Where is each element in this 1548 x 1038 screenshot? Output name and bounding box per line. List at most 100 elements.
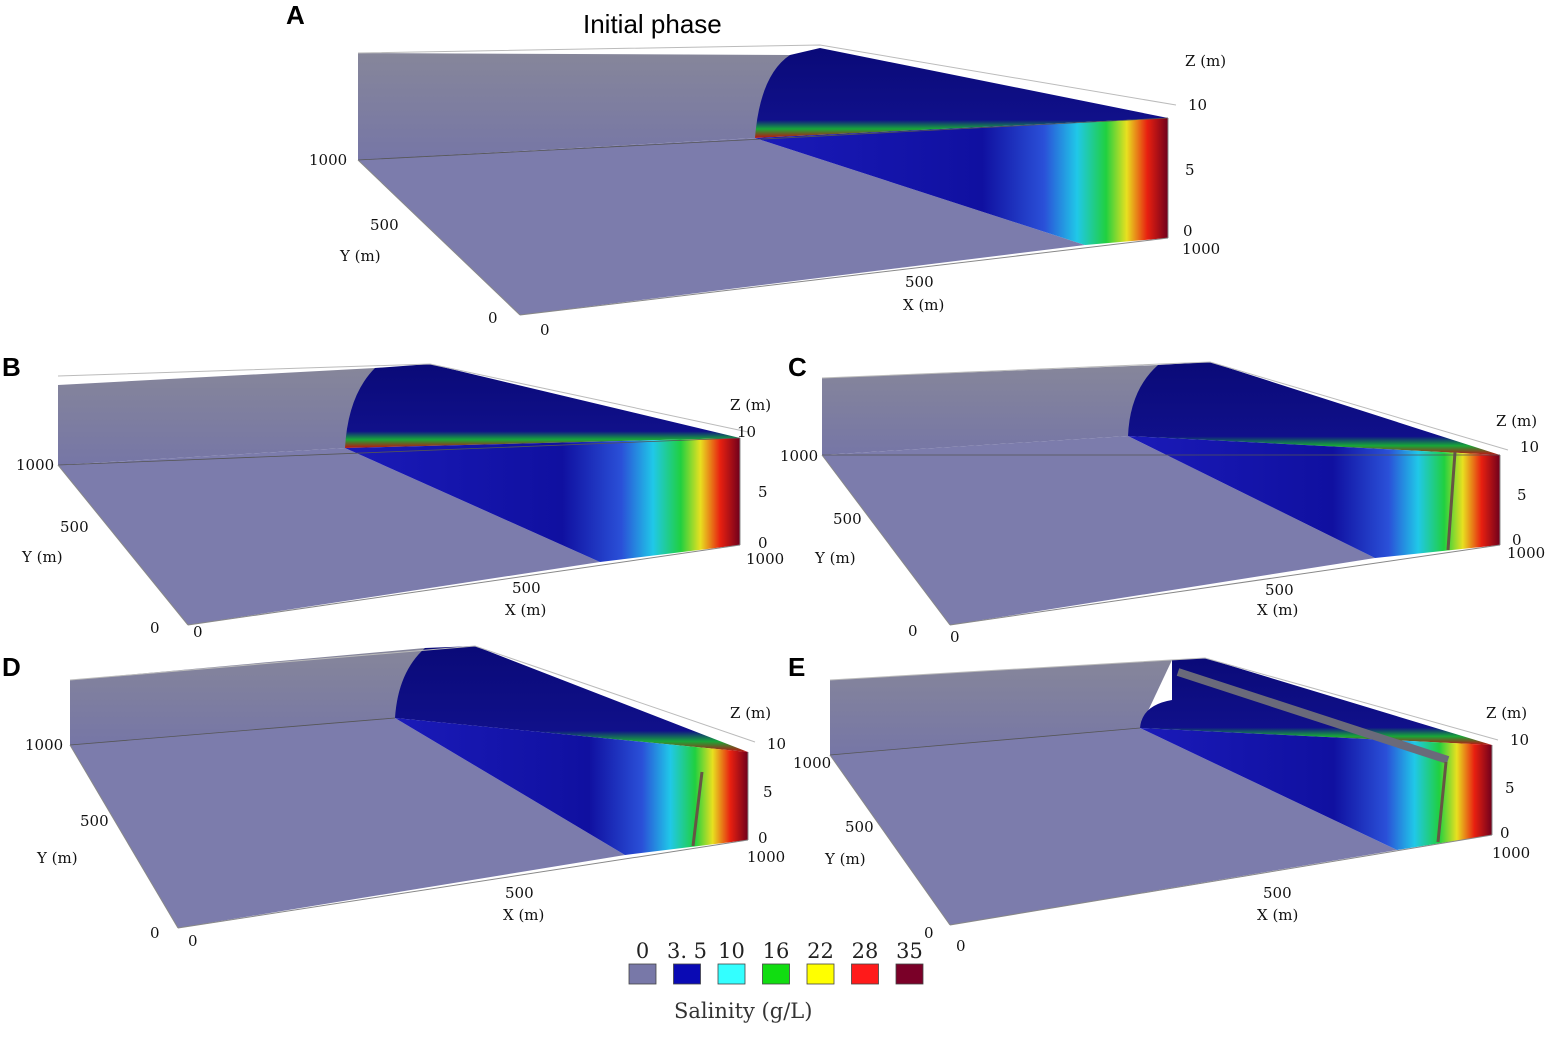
y-tick: 500 xyxy=(845,818,874,836)
panel-b: B Z (m) 10 5 0 1000 500 0 Y (m) 0 500 10… xyxy=(2,352,784,641)
x-axis-line xyxy=(949,834,1493,926)
z-axis-label: Z (m) xyxy=(730,704,771,722)
frame-line xyxy=(69,717,396,746)
legend-label: 16 xyxy=(763,939,790,963)
legend-label: 28 xyxy=(852,939,879,963)
frame-line xyxy=(357,117,1169,161)
x-tick: 500 xyxy=(1265,581,1294,599)
x-tick: 1000 xyxy=(1507,544,1545,562)
salt-wedge-front xyxy=(1140,728,1492,850)
y-tick: 500 xyxy=(833,510,862,528)
x-axis-label: X (m) xyxy=(903,296,944,314)
z-tick: 5 xyxy=(763,783,773,801)
freshwater-back-wall xyxy=(58,368,375,465)
freshwater-back-wall xyxy=(358,53,790,160)
z-axis-label: Z (m) xyxy=(730,396,771,414)
salt-wedge-top xyxy=(755,48,1168,138)
y-tick: 1000 xyxy=(793,754,831,772)
salt-wedge-top xyxy=(1140,658,1492,745)
cutoff-wall xyxy=(1446,451,1457,551)
salt-wedge-top xyxy=(345,364,740,448)
x-tick: 0 xyxy=(950,628,960,646)
z-tick: 10 xyxy=(767,735,786,753)
salinity-legend: Salinity (g/L) 0 3. 5 10 16 22 28 35 xyxy=(628,939,924,1023)
legend-swatch xyxy=(673,963,701,985)
frame-line xyxy=(829,657,1499,741)
cutoff-wall xyxy=(1436,761,1448,843)
x-tick: 1000 xyxy=(746,550,784,568)
y-axis-line xyxy=(829,754,951,926)
x-tick: 500 xyxy=(505,884,534,902)
y-axis-line xyxy=(69,744,179,929)
x-tick: 500 xyxy=(1263,884,1292,902)
y-axis-line xyxy=(821,454,951,626)
x-tick: 500 xyxy=(905,273,934,291)
y-tick: 500 xyxy=(60,518,89,536)
panel-title: Initial phase xyxy=(583,9,722,39)
y-axis-label: Y (m) xyxy=(814,549,856,567)
y-tick: 1000 xyxy=(780,447,818,465)
y-tick: 0 xyxy=(488,309,498,327)
panel-letter: E xyxy=(788,652,805,682)
panel-c: C Z (m) 10 5 0 1000 500 0 Y (m) 0 500 10… xyxy=(780,352,1545,646)
y-axis-line xyxy=(357,159,521,316)
legend-swatch xyxy=(628,963,657,985)
cutoff-wall xyxy=(691,771,704,847)
legend-swatch xyxy=(806,963,835,985)
x-tick: 0 xyxy=(956,937,966,955)
x-tick: 0 xyxy=(540,321,550,339)
freshwater-back-wall xyxy=(830,660,1172,755)
legend-label: 3. 5 xyxy=(667,939,707,963)
x-axis-label: X (m) xyxy=(505,601,546,619)
x-axis-line xyxy=(519,237,1169,316)
y-tick: 1000 xyxy=(16,456,54,474)
panel-a: A Initial phase Z (m) 10 5 0 1000 500 0 … xyxy=(286,0,1226,339)
cutoff-wall-top xyxy=(1176,668,1450,764)
legend-swatch xyxy=(762,963,790,985)
z-tick: 0 xyxy=(1500,824,1510,842)
z-tick: 0 xyxy=(758,829,768,847)
y-axis-line xyxy=(57,464,189,626)
freshwater-floor xyxy=(58,448,600,625)
freshwater-floor xyxy=(70,718,625,928)
x-axis-line xyxy=(187,544,741,626)
freshwater-floor xyxy=(822,436,1375,625)
y-axis-label: Y (m) xyxy=(36,849,78,867)
y-tick: 500 xyxy=(80,812,109,830)
z-axis-label: Z (m) xyxy=(1496,412,1537,430)
x-tick: 0 xyxy=(188,932,198,950)
y-tick: 0 xyxy=(908,622,918,640)
y-tick: 0 xyxy=(924,924,934,942)
legend-label: 22 xyxy=(807,939,834,963)
z-axis-label: Z (m) xyxy=(1185,52,1226,70)
y-tick: 0 xyxy=(150,619,160,637)
z-tick: 5 xyxy=(1505,779,1515,797)
panel-d: D Z (m) 10 5 0 1000 500 0 Y (m) 0 500 10… xyxy=(2,645,786,950)
salt-wedge-front xyxy=(395,718,748,855)
x-axis-label: X (m) xyxy=(1257,601,1298,619)
frame-line xyxy=(57,437,741,466)
legend-label: 35 xyxy=(896,939,923,963)
z-axis-label: Z (m) xyxy=(1486,704,1527,722)
y-axis-label: Y (m) xyxy=(21,548,63,566)
frame-line xyxy=(57,363,749,433)
salt-wedge-front xyxy=(755,118,1168,245)
z-tick: 0 xyxy=(1512,531,1522,549)
y-axis-label: Y (m) xyxy=(339,247,381,265)
x-tick: 0 xyxy=(193,623,203,641)
z-tick: 5 xyxy=(758,483,768,501)
panel-letter: A xyxy=(286,0,305,30)
x-tick: 1000 xyxy=(1492,844,1530,862)
legend-title: Salinity (g/L) xyxy=(674,999,812,1023)
frame-line xyxy=(821,361,1509,451)
y-tick: 0 xyxy=(150,924,160,942)
frame-line xyxy=(357,44,1177,106)
x-tick: 500 xyxy=(512,579,541,597)
freshwater-back-wall xyxy=(822,365,1158,455)
salt-wedge-top xyxy=(1128,362,1500,455)
z-tick: 0 xyxy=(1183,222,1193,240)
salt-wedge-front xyxy=(1128,436,1500,558)
frame-line xyxy=(69,645,756,743)
y-tick: 500 xyxy=(370,216,399,234)
x-axis-label: X (m) xyxy=(1257,906,1298,924)
